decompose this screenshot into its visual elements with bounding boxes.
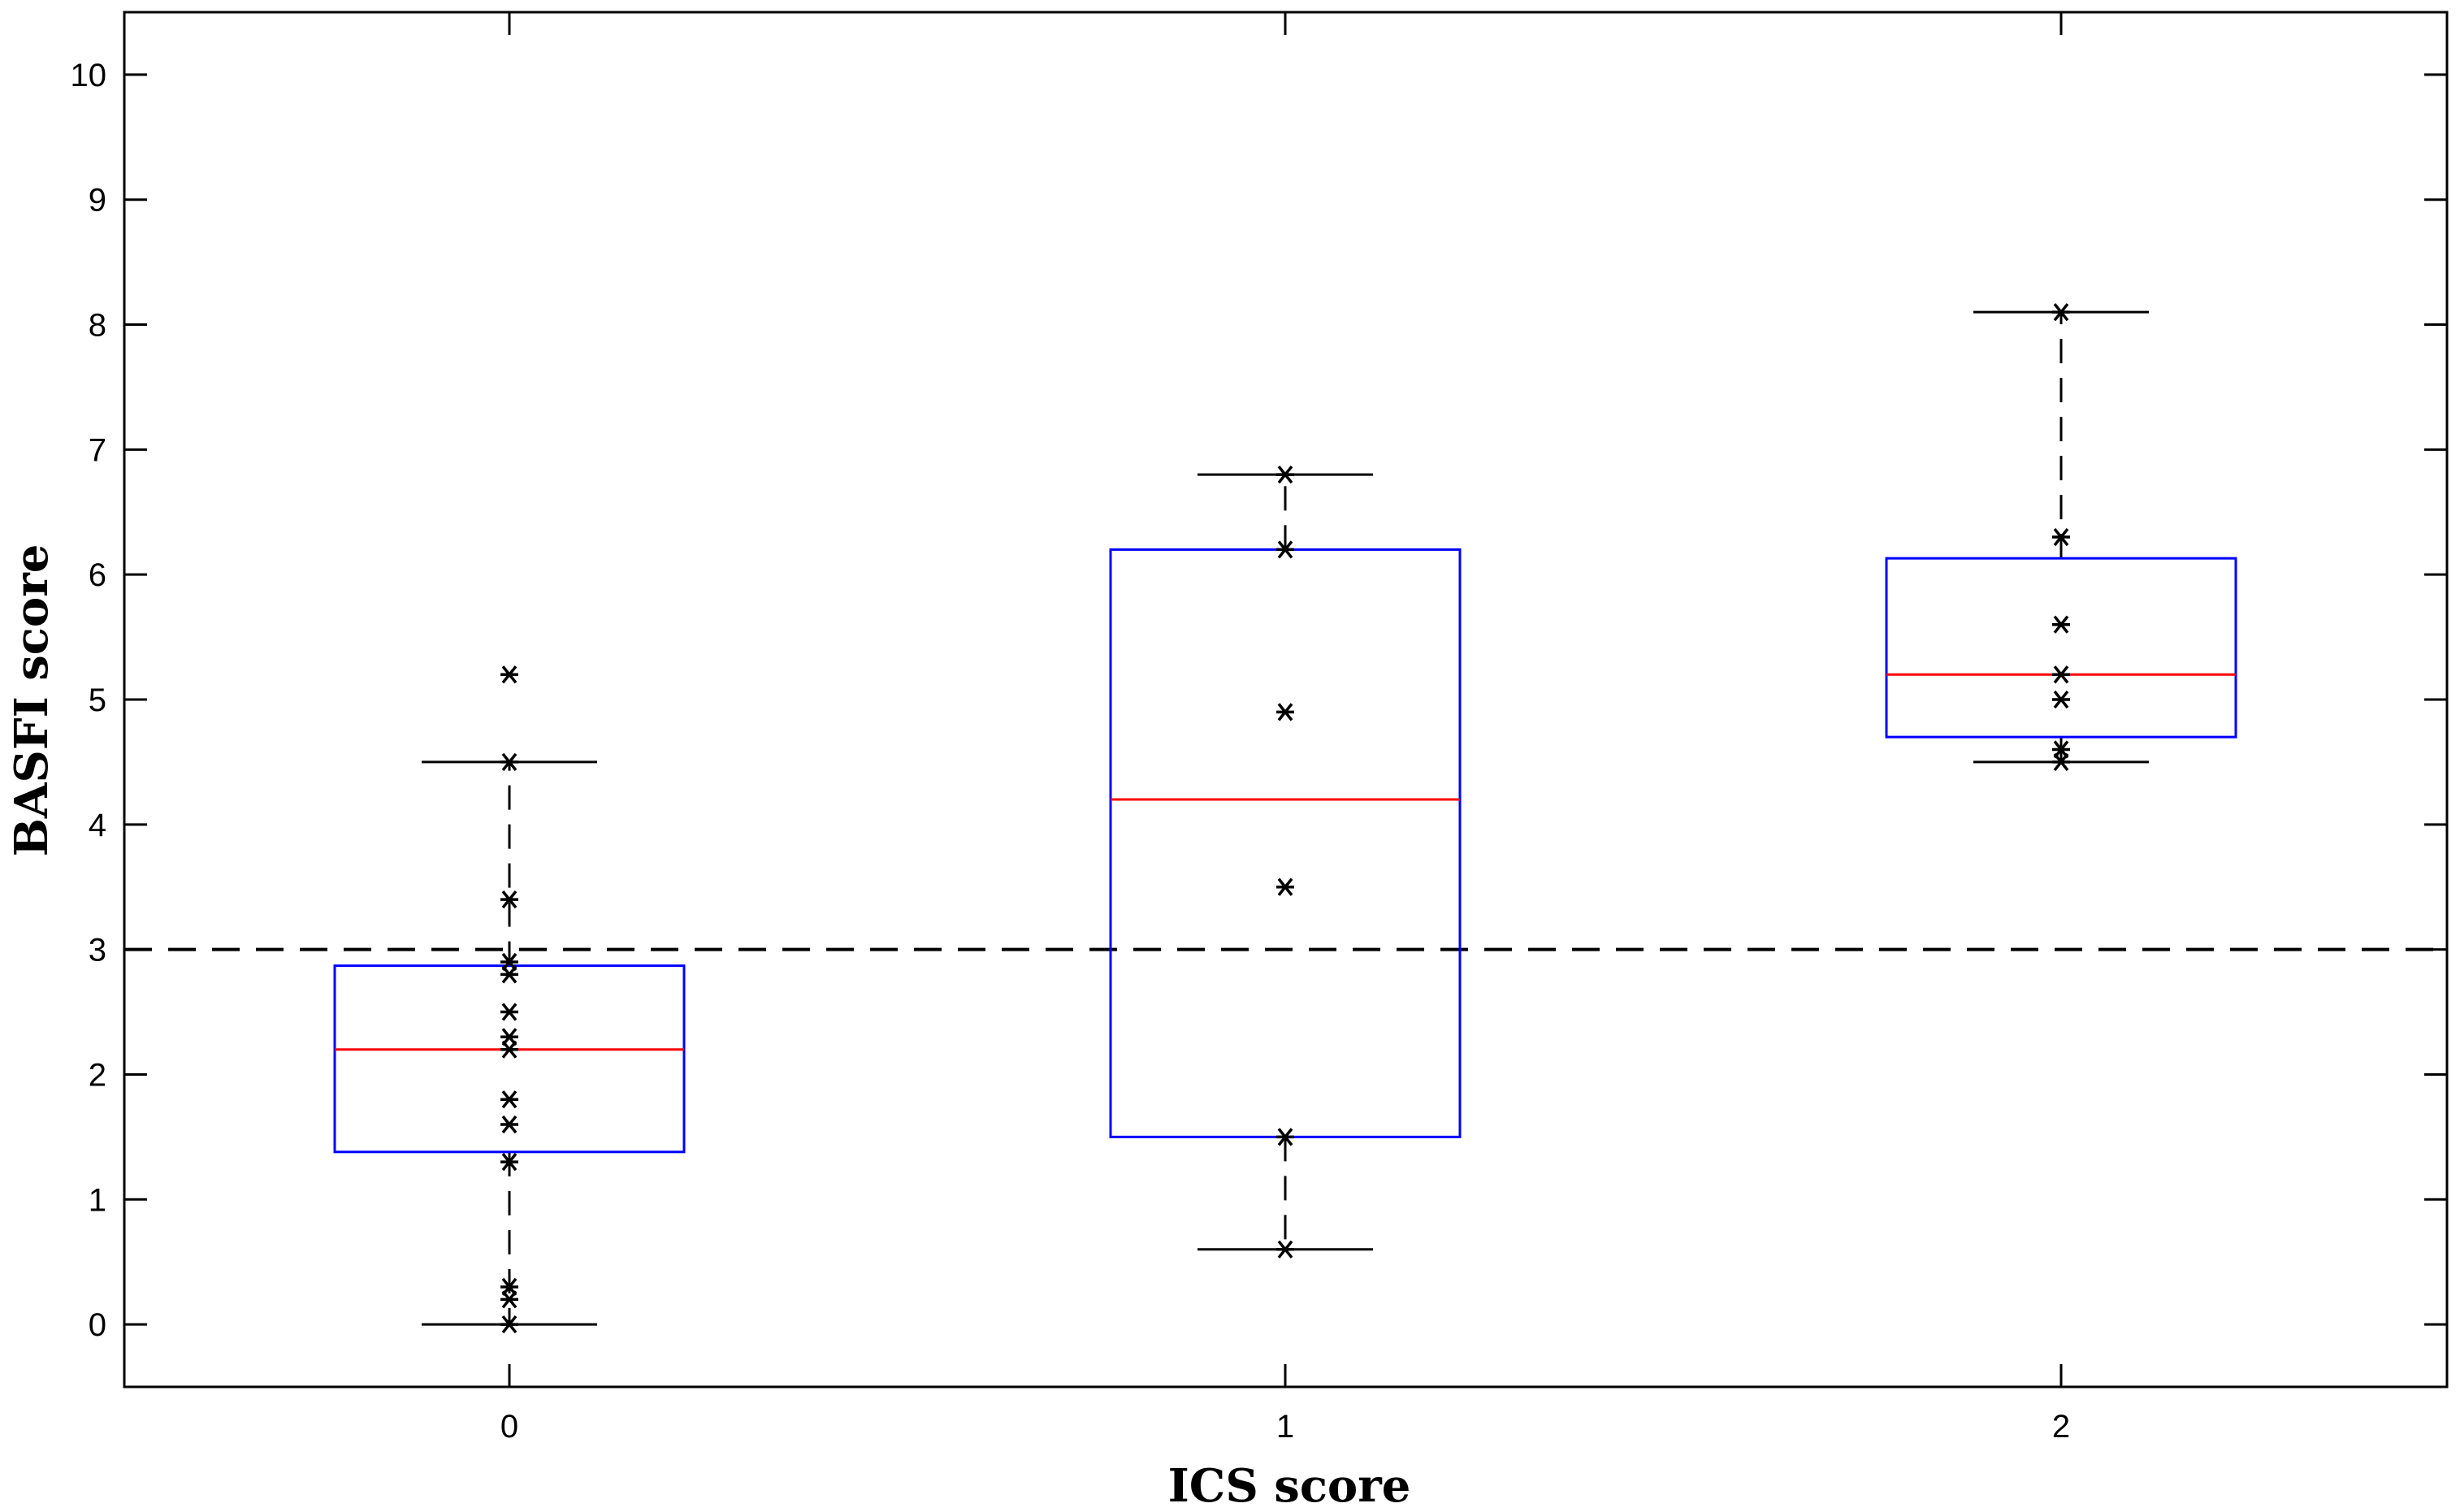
y-tick-label: 3 — [89, 933, 106, 968]
y-tick-label: 6 — [89, 557, 106, 593]
data-point — [2052, 527, 2070, 547]
data-point — [2052, 303, 2070, 322]
ticks-layer: 0 1 2 3 4 5 6 7 8 9 10 0 1 2 — [71, 12, 2447, 1445]
data-point — [500, 665, 518, 684]
y-tick-label: 10 — [71, 58, 107, 93]
y-tick-label: 1 — [89, 1182, 106, 1218]
data-point — [2052, 740, 2070, 759]
data-point — [1276, 703, 1294, 721]
y-tick-label: 9 — [89, 183, 106, 219]
y-tick-label: 7 — [89, 432, 106, 468]
y-tick-label: 2 — [89, 1057, 106, 1093]
data-point — [500, 952, 518, 972]
x-tick-label: 2 — [2052, 1409, 2070, 1445]
data-point — [500, 1153, 518, 1172]
data-point — [2052, 615, 2070, 634]
data-point — [500, 1028, 518, 1046]
y-axis-title: BASFI score — [5, 544, 58, 857]
y-tick-label: 5 — [89, 682, 106, 718]
x-axis-title: ICS score — [1168, 1459, 1411, 1512]
iqr-box — [1109, 548, 1462, 1138]
y-tick-label: 0 — [89, 1307, 106, 1343]
data-point — [500, 890, 518, 909]
y-tick-label: 4 — [89, 808, 106, 843]
data-point — [1276, 1128, 1294, 1146]
data-point — [1276, 466, 1294, 484]
points-layer — [500, 303, 2070, 1334]
data-point — [500, 1315, 518, 1334]
data-point — [500, 1090, 518, 1109]
data-point — [500, 1277, 518, 1297]
data-point — [1276, 877, 1294, 896]
data-point — [1276, 1240, 1294, 1259]
data-point — [2052, 665, 2070, 684]
iqr-box — [333, 964, 686, 1154]
data-point — [500, 1003, 518, 1021]
data-point — [500, 752, 518, 772]
data-point — [1276, 540, 1294, 559]
x-tick-label: 0 — [500, 1409, 518, 1445]
data-point — [2052, 690, 2070, 709]
y-tick-label: 8 — [89, 308, 106, 344]
iqr-box — [1885, 557, 2237, 739]
boxes-layer — [333, 310, 2237, 1326]
x-tick-label: 1 — [1276, 1409, 1294, 1445]
data-point — [500, 1115, 518, 1134]
